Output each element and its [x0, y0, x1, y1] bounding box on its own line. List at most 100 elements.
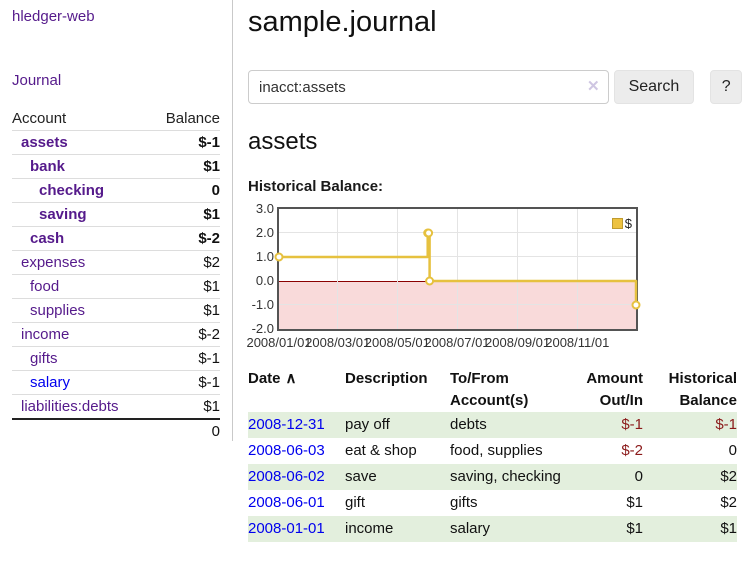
- account-link-checking[interactable]: checking: [39, 182, 105, 199]
- y-tick: 0.0: [255, 273, 274, 288]
- transaction-amount: $-2: [621, 442, 643, 459]
- register-col-amount: Amount Out/In: [586, 370, 643, 409]
- gridline: [397, 209, 398, 329]
- x-tick: 2008/07/01: [424, 335, 490, 350]
- transaction-date-link[interactable]: 2008-06-01: [248, 494, 325, 511]
- account-row-food: food $1: [12, 274, 220, 299]
- transaction-amount: $1: [626, 520, 643, 537]
- register-col-date-label: Date: [248, 370, 281, 387]
- y-tick: 1.0: [255, 249, 274, 264]
- account-link-expenses[interactable]: expenses: [21, 254, 86, 271]
- transaction-accounts: food, supplies: [450, 442, 543, 459]
- brand-link[interactable]: hledger-web: [12, 8, 95, 25]
- account-link-bank[interactable]: bank: [30, 158, 66, 175]
- y-tick: 2.0: [255, 225, 274, 240]
- account-link-liabilities-debts[interactable]: liabilities:debts: [21, 398, 119, 415]
- transaction-date-link[interactable]: 2008-12-31: [248, 416, 325, 433]
- page-title: sample.journal: [248, 6, 437, 38]
- account-balance: 0: [211, 182, 220, 199]
- transaction-description: pay off: [345, 416, 390, 433]
- transaction-date-link[interactable]: 2008-01-01: [248, 520, 325, 537]
- transaction-accounts: debts: [450, 416, 487, 433]
- transaction-balance: 0: [728, 442, 737, 459]
- legend-swatch: [611, 218, 623, 229]
- register-row: 2008-01-01 income salary $1 $1: [248, 516, 737, 542]
- account-row-supplies: supplies $1: [12, 298, 220, 323]
- gridline: [457, 209, 458, 329]
- gridline: [577, 209, 578, 329]
- accounts-col-account: Account: [12, 110, 67, 127]
- transaction-date-link[interactable]: 2008-06-02: [248, 468, 325, 485]
- account-balance: $2: [203, 254, 220, 271]
- transaction-accounts: saving, checking: [450, 468, 561, 485]
- register-row: 2008-06-01 gift gifts $1 $2: [248, 490, 737, 516]
- gridline: [337, 209, 338, 329]
- account-row-salary: salary $-1: [12, 370, 220, 395]
- search-button[interactable]: Search: [613, 70, 695, 104]
- sidebar-item-journal[interactable]: Journal: [12, 72, 62, 89]
- account-row-checking: checking 0: [12, 178, 220, 203]
- transaction-balance: $1: [720, 520, 737, 537]
- search-input[interactable]: [248, 70, 609, 104]
- x-tick: 2008/05/01: [364, 335, 430, 350]
- account-row-expenses: expenses $2: [12, 250, 220, 275]
- chart-title: Historical Balance:: [248, 178, 384, 195]
- register-col-description: Description: [345, 370, 428, 387]
- chart-legend: $: [611, 216, 632, 231]
- search-box: ✕: [248, 70, 609, 104]
- account-link-food[interactable]: food: [30, 278, 60, 295]
- account-row-cash: cash $-2: [12, 226, 220, 251]
- account-row-income: income $-2: [12, 322, 220, 347]
- register-row: 2008-06-03 eat & shop food, supplies $-2…: [248, 438, 737, 464]
- account-balance: $1: [203, 206, 220, 223]
- chart-plot-area[interactable]: $: [274, 207, 641, 331]
- accounts-total-row: 0: [12, 419, 220, 443]
- account-link-salary[interactable]: salary: [30, 374, 71, 391]
- x-tick: 2008/11/01: [545, 335, 610, 350]
- transaction-date-link[interactable]: 2008-06-03: [248, 442, 325, 459]
- account-link-cash[interactable]: cash: [30, 230, 65, 247]
- nav-journal-wrap: Journal: [12, 72, 233, 90]
- account-row-gifts: gifts $-1: [12, 346, 220, 371]
- account-title: assets: [248, 128, 318, 155]
- balance-line-series: [274, 228, 641, 310]
- account-link-gifts[interactable]: gifts: [30, 350, 58, 367]
- account-link-income[interactable]: income: [21, 326, 70, 343]
- y-tick: -1.0: [251, 297, 274, 312]
- transaction-amount: $-1: [621, 416, 643, 433]
- account-balance: $1: [203, 302, 220, 319]
- accounts-table: Account Balance assets $-1 bank $1 check…: [12, 107, 220, 443]
- y-tick: -2.0: [251, 321, 274, 336]
- historical-balance-chart: 3.0 2.0 1.0 0.0 -1.0 -2.0: [246, 201, 643, 353]
- transaction-description: income: [345, 520, 394, 537]
- account-row-liabilities-debts: liabilities:debts $1: [12, 394, 220, 420]
- clear-search-icon[interactable]: ✕: [587, 78, 600, 95]
- account-row-assets: assets $-1: [12, 130, 220, 155]
- register-header-row: Date ∧ Description To/From Account(s) Amo…: [248, 368, 737, 412]
- accounts-col-balance: Balance: [165, 110, 220, 127]
- accounts-total: 0: [211, 423, 220, 440]
- brand-link-wrap: hledger-web: [12, 8, 233, 26]
- legend-label: $: [624, 216, 632, 231]
- account-link-saving[interactable]: saving: [39, 206, 87, 223]
- transaction-amount: 0: [634, 468, 643, 485]
- account-balance: $1: [203, 398, 220, 415]
- main-content: sample.journal ✕ Search ? assets Histori…: [233, 0, 742, 582]
- transaction-balance: $-1: [715, 416, 737, 433]
- register-col-date[interactable]: Date ∧: [248, 368, 345, 412]
- account-row-saving: saving $1: [12, 202, 220, 227]
- register-col-tofrom: To/From Account(s): [450, 370, 529, 409]
- account-balance: $-1: [198, 350, 220, 367]
- account-balance: $-1: [198, 374, 220, 391]
- account-link-assets[interactable]: assets: [21, 134, 68, 151]
- transaction-description: save: [345, 468, 377, 485]
- account-balance: $1: [203, 158, 220, 175]
- account-link-supplies[interactable]: supplies: [30, 302, 86, 319]
- gridline: [517, 209, 518, 329]
- account-balance: $1: [203, 278, 220, 295]
- transaction-accounts: gifts: [450, 494, 478, 511]
- x-tick: 2008/03/01: [305, 335, 371, 350]
- account-row-bank: bank $1: [12, 154, 220, 179]
- help-button[interactable]: ?: [710, 70, 742, 104]
